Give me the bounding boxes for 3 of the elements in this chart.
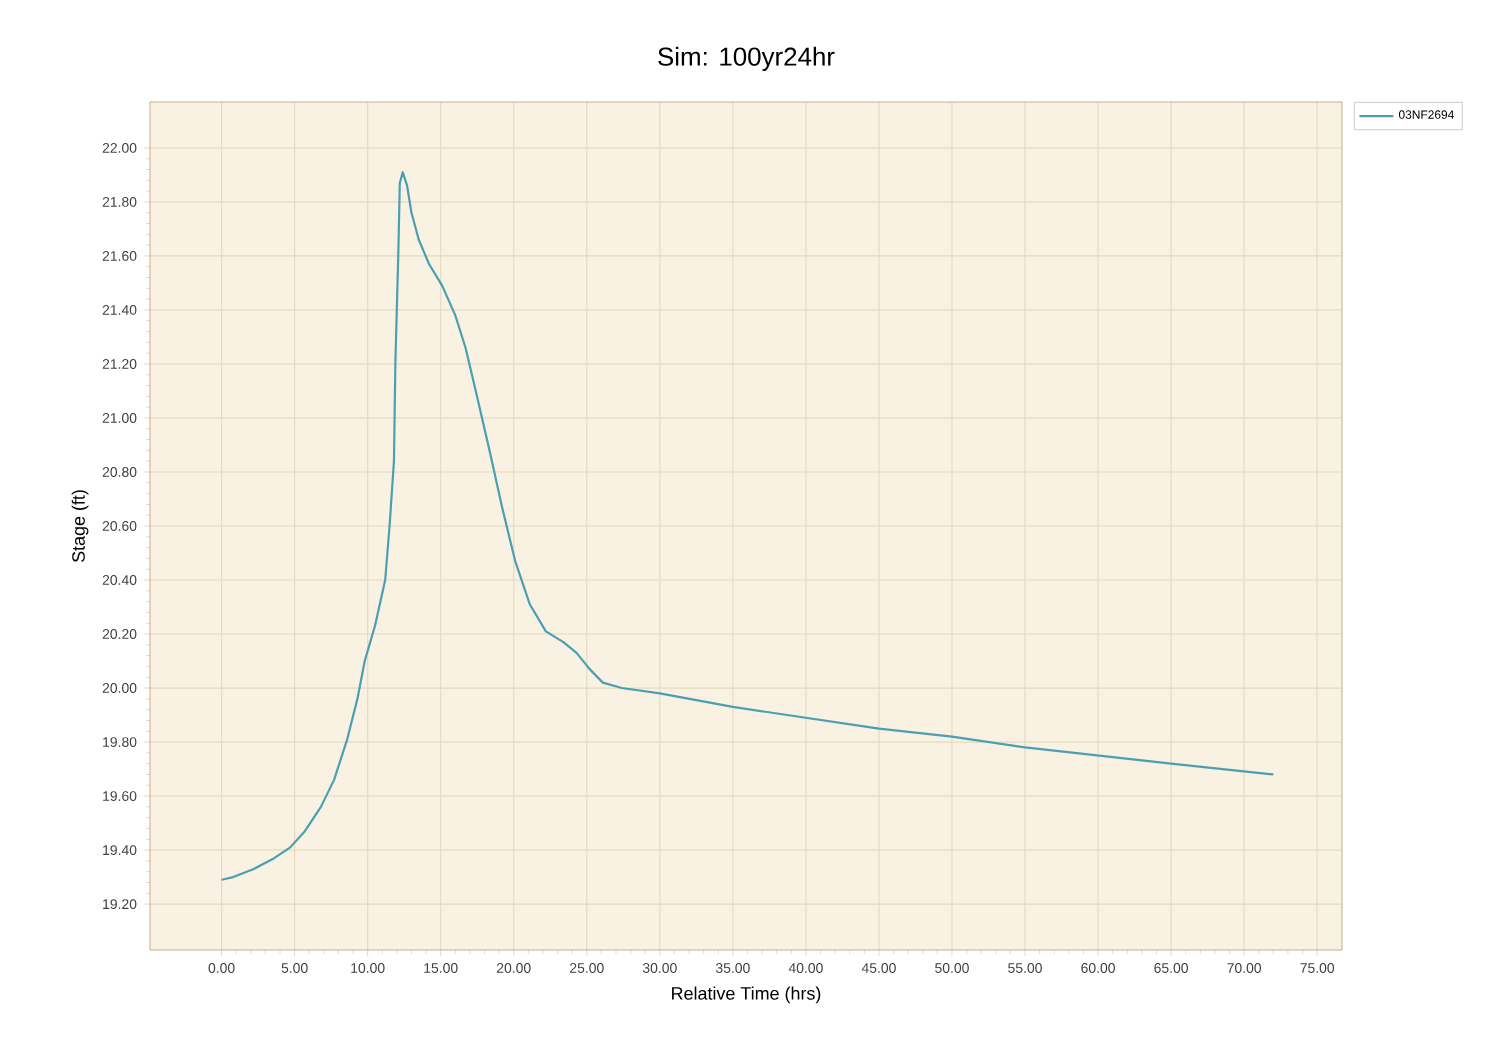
x-axis-title: Relative Time (hrs) (672, 986, 821, 1004)
y-axis-title: Stage (ft) (71, 490, 89, 563)
chart-title: Sim: 100yr24hr (658, 46, 835, 71)
